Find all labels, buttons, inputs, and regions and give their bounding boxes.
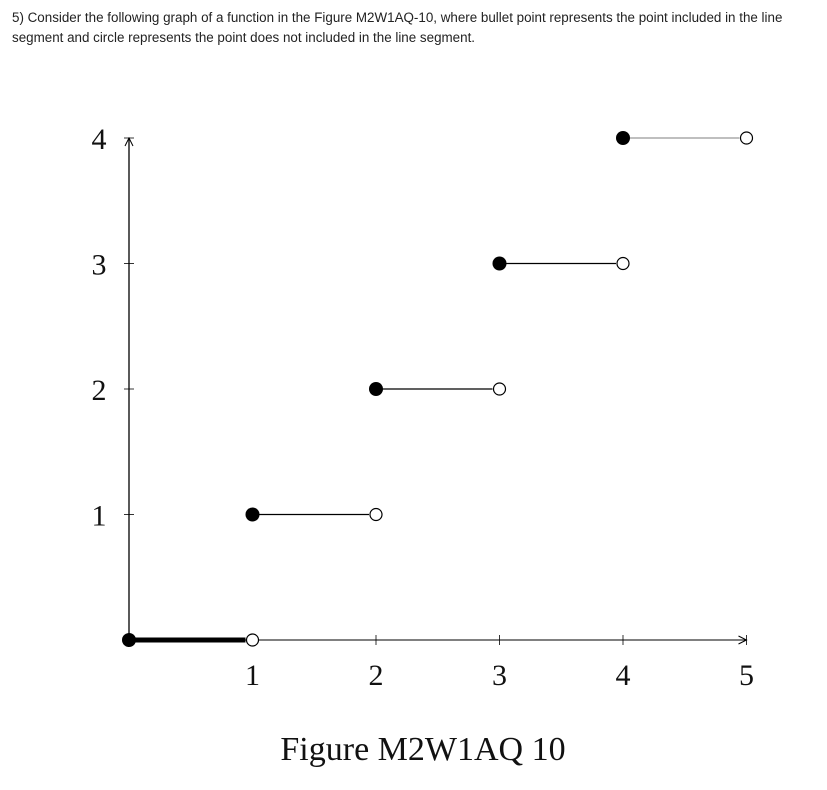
segments bbox=[122, 131, 754, 647]
y-tick-label: 4 bbox=[92, 123, 107, 156]
step-segment-2 bbox=[245, 507, 383, 522]
closed-point bbox=[492, 256, 507, 271]
closed-point bbox=[122, 633, 136, 647]
open-point bbox=[616, 256, 630, 271]
step-segment-1 bbox=[122, 633, 260, 647]
x-tick-label: 4 bbox=[616, 659, 631, 692]
open-point bbox=[739, 131, 754, 145]
x-tick-label: 1 bbox=[245, 659, 260, 692]
tick-labels: 1 2 3 4 5 1 2 3 4 bbox=[92, 123, 755, 692]
x-tick-label: 5 bbox=[739, 659, 754, 692]
closed-point bbox=[616, 131, 630, 145]
y-tick-label: 2 bbox=[92, 374, 107, 407]
y-tick-label: 1 bbox=[92, 500, 107, 533]
figure-caption: Figure M2W1AQ 10 bbox=[280, 731, 565, 768]
closed-point bbox=[245, 507, 260, 522]
open-point bbox=[369, 507, 383, 522]
step-segment-4 bbox=[492, 256, 630, 271]
open-point bbox=[492, 382, 507, 396]
closed-point bbox=[369, 382, 383, 396]
y-tick-label: 3 bbox=[92, 249, 107, 282]
open-point bbox=[245, 633, 260, 647]
question-text: 5) Consider the following graph of a fun… bbox=[12, 10, 783, 45]
step-segment-3 bbox=[369, 382, 507, 396]
axes bbox=[124, 136, 748, 645]
x-tick-label: 3 bbox=[492, 659, 507, 692]
ticks bbox=[124, 137, 747, 645]
x-tick-label: 2 bbox=[369, 659, 384, 692]
step-segment-5 bbox=[616, 131, 754, 145]
